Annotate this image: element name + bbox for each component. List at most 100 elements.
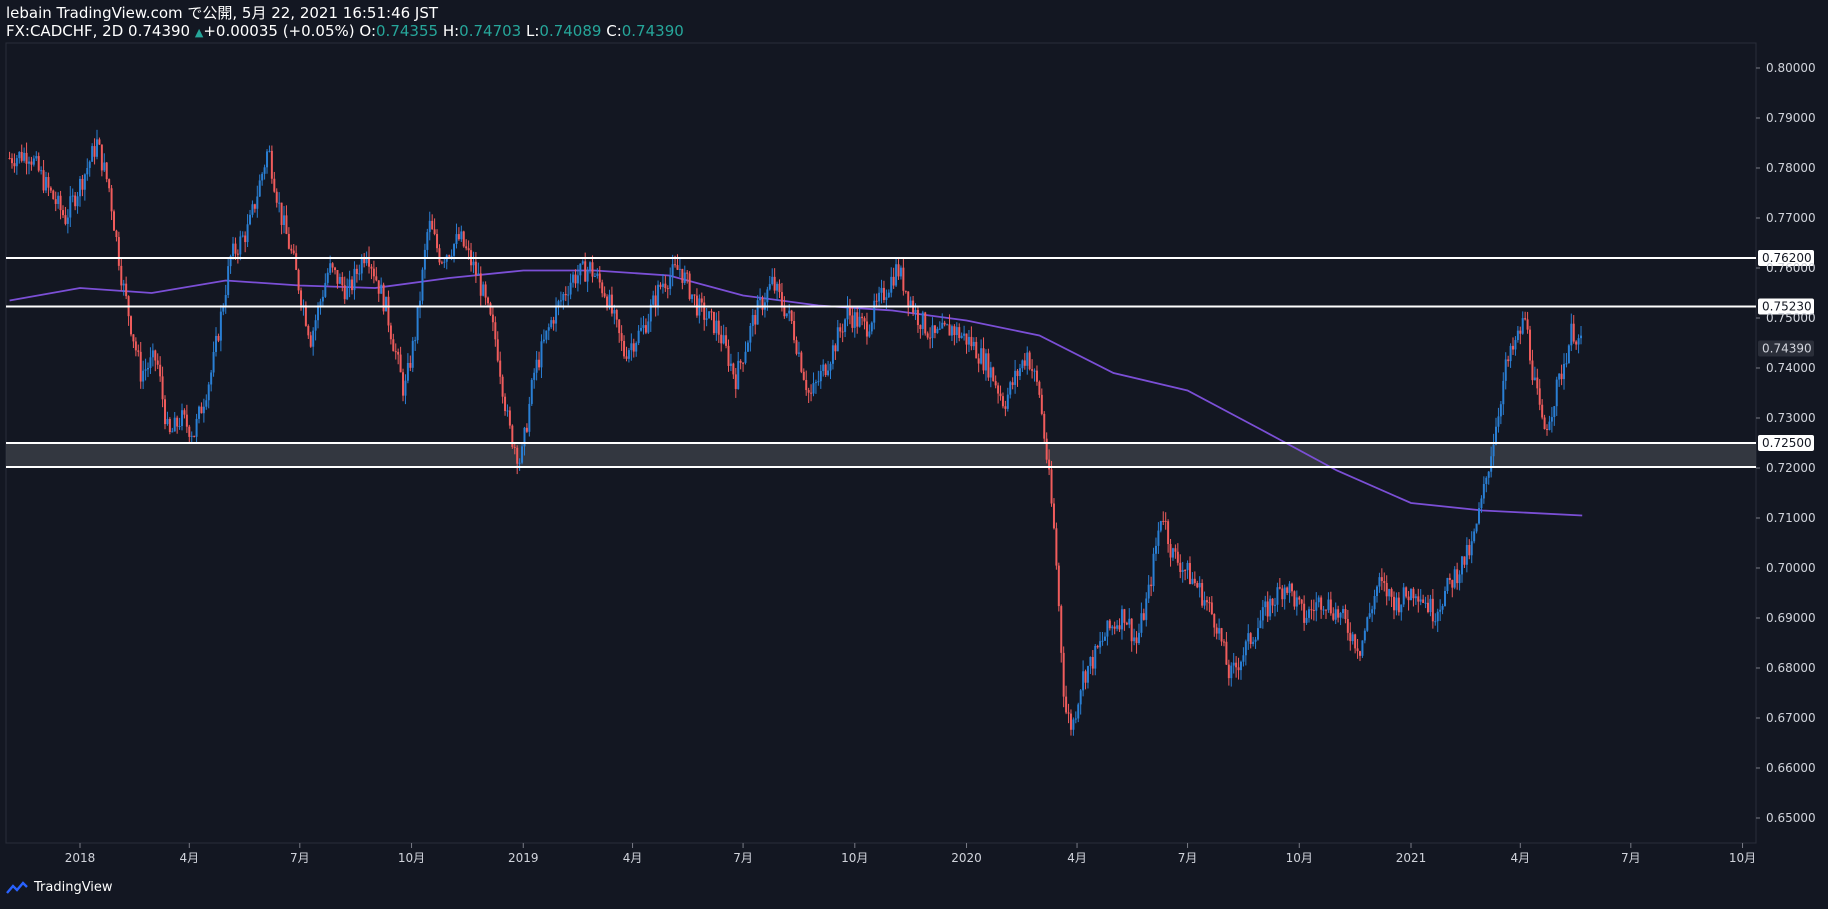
candle-body: [1286, 587, 1289, 593]
candle-body: [91, 146, 94, 162]
candle-body: [236, 253, 239, 255]
candle-body: [283, 215, 286, 225]
candle-body: [822, 364, 825, 371]
candle-body: [919, 325, 922, 330]
candle-body: [538, 359, 541, 368]
candle-body: [1084, 671, 1087, 683]
low-value: 0.74089: [539, 22, 602, 40]
candle-body: [759, 298, 762, 301]
candle-body: [103, 162, 106, 171]
candle-body: [115, 230, 118, 238]
price-tick-label: 0.68000: [1766, 661, 1816, 675]
candle-body: [972, 341, 975, 347]
candle-body: [576, 275, 579, 284]
candle-body: [1001, 396, 1004, 407]
candle-body: [156, 360, 159, 365]
candle-body: [591, 262, 594, 277]
candle-body: [477, 273, 480, 275]
candle-body: [1337, 609, 1340, 618]
candle-body: [892, 276, 895, 286]
candle-body: [637, 330, 640, 344]
candle-body: [343, 285, 346, 300]
candle-body: [921, 312, 924, 330]
candle-body: [351, 279, 354, 291]
candle-body: [457, 234, 460, 240]
candle-body: [1300, 599, 1303, 604]
candle-body: [1451, 579, 1454, 588]
candle-body: [1543, 417, 1546, 430]
candle-body: [394, 351, 397, 353]
candle-body: [1205, 600, 1208, 603]
candle-body: [32, 158, 35, 165]
candle-body: [579, 263, 582, 276]
candle-body: [406, 362, 409, 381]
candle-body: [1269, 598, 1272, 617]
footer-branding: TradingView: [6, 880, 113, 895]
candle-body: [285, 215, 288, 234]
candle-body: [217, 335, 220, 341]
candle-body: [110, 188, 113, 212]
candle-body: [606, 296, 609, 308]
candle-body: [635, 343, 638, 352]
price-axis[interactable]: 0.80000 0.79000 0.78000 0.77000 0.76000 0.750…: [1756, 61, 1816, 825]
horizontal-levels-layer[interactable]: 0.76200 0.75230 0.72500: [6, 250, 1814, 468]
candle-body: [793, 321, 796, 341]
candle-body: [1361, 640, 1364, 656]
last-price-tag: [1758, 340, 1814, 357]
candle-body: [1256, 628, 1259, 640]
candle-body: [899, 267, 902, 277]
candle-body: [1011, 382, 1014, 385]
candle-body: [1222, 641, 1225, 643]
candle-body: [1290, 583, 1293, 592]
candle-body: [1405, 587, 1408, 597]
candle-body: [992, 367, 995, 382]
candle-body: [440, 262, 443, 264]
candle-body: [300, 290, 303, 306]
candle-body: [1048, 459, 1051, 470]
candle-body: [1339, 612, 1342, 618]
candle-body: [100, 144, 103, 171]
candle-body: [1096, 645, 1099, 648]
candle-body: [552, 320, 555, 324]
price-change: +0.00035 (+0.05%): [203, 22, 355, 40]
candle-body: [307, 325, 310, 336]
candle-body: [1307, 609, 1310, 618]
time-axis[interactable]: 2018 4月 7月 10月 2019 4月 7月 10月 2020 4月 7月 10月 2021 4月 7…: [65, 843, 1756, 865]
candle-body: [1203, 600, 1206, 606]
candle-body: [1380, 577, 1383, 581]
candle-body: [824, 364, 827, 376]
candle-body: [448, 255, 451, 257]
candle-body: [950, 326, 953, 336]
candle-body: [674, 264, 677, 266]
candle-body: [397, 351, 400, 355]
candle-body: [207, 384, 210, 401]
candle-body: [319, 301, 322, 307]
candle-body: [1524, 318, 1527, 320]
candle-body: [324, 282, 327, 297]
candle-body: [487, 297, 490, 304]
candle-body: [176, 417, 179, 427]
candle-body: [139, 351, 142, 382]
candle-body: [581, 261, 584, 264]
candle-body: [533, 372, 536, 380]
candle-body: [232, 243, 235, 257]
candle-body: [1567, 345, 1570, 364]
candle-body: [1504, 359, 1507, 381]
candle-body: [1016, 370, 1019, 377]
candle-body: [878, 292, 881, 302]
candle-body: [1422, 599, 1425, 603]
candle-body: [649, 304, 652, 322]
candle-body: [1266, 601, 1269, 617]
candle-body: [545, 330, 548, 340]
candle-body: [74, 195, 77, 207]
candle-body: [409, 362, 412, 368]
candle-body: [1332, 613, 1335, 620]
candle-body: [776, 283, 779, 291]
candle-body: [1111, 626, 1114, 629]
candle-body: [326, 272, 329, 283]
candle-body: [844, 319, 847, 332]
candle-body: [251, 204, 254, 215]
candle-body: [241, 235, 244, 237]
candle-body: [865, 321, 868, 337]
